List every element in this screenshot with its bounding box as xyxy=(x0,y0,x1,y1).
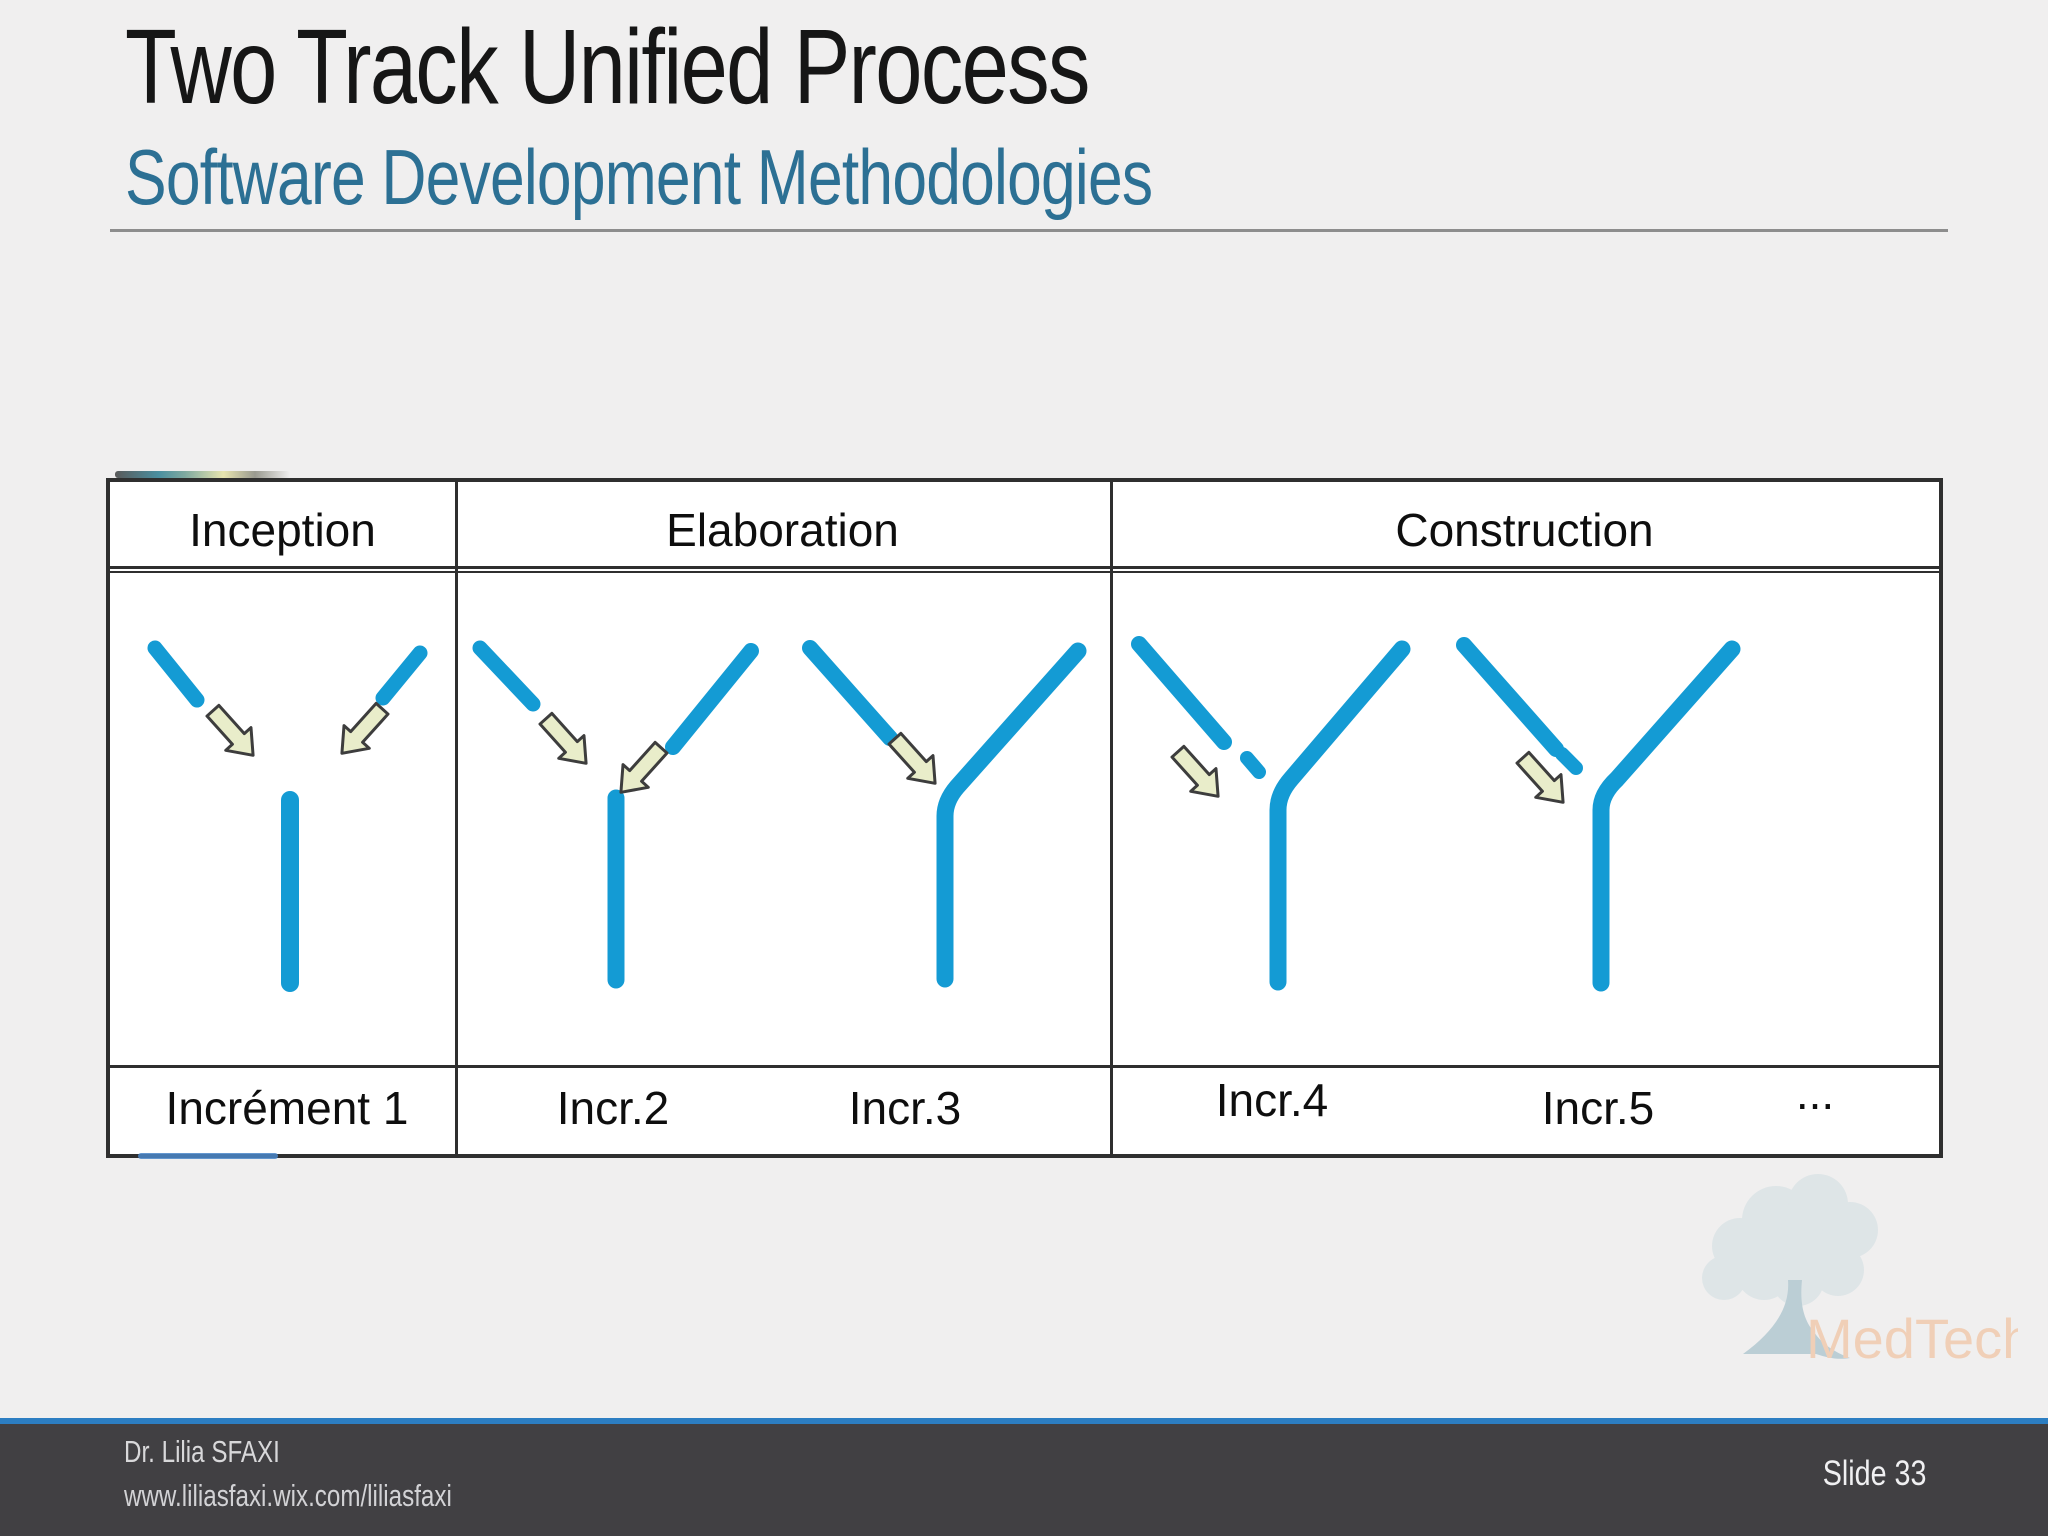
y5-left-arm xyxy=(1456,637,1564,757)
footer-author: Dr. Lilia SFAXI xyxy=(124,1434,280,1469)
y2-left-arm xyxy=(472,640,541,712)
merge-arrow-icon xyxy=(198,697,268,769)
merge-arrow-icon xyxy=(327,695,397,767)
column-border-elaboration-construction xyxy=(1110,482,1113,1154)
footer-row-border xyxy=(110,1065,1939,1068)
increment-label-3: Incr.3 xyxy=(848,1082,962,1134)
header-divider-line xyxy=(110,229,1948,232)
y2-right-arm xyxy=(665,643,759,755)
merge-arrow-icon xyxy=(531,705,601,777)
merge-arrow-icon xyxy=(1163,738,1233,810)
y3-stem-and-right-arm xyxy=(936,642,1087,988)
y1-left-arm xyxy=(147,640,205,708)
y1-right-arm xyxy=(375,645,428,706)
column-border-inception-elaboration xyxy=(455,482,458,1154)
y5-arm-sliver xyxy=(1555,747,1583,775)
slide-number: Slide 33 xyxy=(1822,1454,1926,1493)
y5-stem-and-right-arm xyxy=(1592,640,1741,992)
y3-left-arm xyxy=(802,640,898,746)
increment-label-4: Incr.4 xyxy=(1215,1074,1329,1126)
header-row-border xyxy=(110,566,1939,573)
increment-label-1: Incrément 1 xyxy=(165,1082,409,1134)
phase-header-elaboration: Elaboration xyxy=(666,504,899,556)
tree-icon xyxy=(1702,1174,1878,1306)
footer-website: www.liliasfaxi.wix.com/liliasfaxi xyxy=(124,1478,452,1513)
slide-subtitle: Software Development Methodologies xyxy=(125,133,1153,221)
y-figure-increment-1 xyxy=(147,640,428,992)
y-figure-increment-2 xyxy=(472,640,759,989)
increment-label-more: ... xyxy=(1795,1067,1835,1119)
video-artifact-bottom xyxy=(138,1153,278,1159)
phase-header-inception: Inception xyxy=(189,504,376,556)
process-table: Inception Elaboration Construction Incré… xyxy=(106,478,1943,1158)
slide-title: Two Track Unified Process xyxy=(125,8,1090,126)
tree-trunk xyxy=(1743,1280,1850,1359)
increment-label-2: Incr.2 xyxy=(556,1082,670,1134)
y4-stem-and-right-arm xyxy=(1269,640,1411,991)
video-artifact-top xyxy=(115,471,290,478)
increment-diagram xyxy=(147,636,1741,992)
logo-text: MedTech xyxy=(1806,1307,2018,1370)
y-figure-increment-4 xyxy=(1131,636,1411,991)
y4-left-arm xyxy=(1131,636,1232,750)
footer-bar: Dr. Lilia SFAXI www.liliasfaxi.wix.com/l… xyxy=(0,1418,2048,1536)
y-figure-increment-3 xyxy=(802,640,1087,988)
medtech-logo: MedTech xyxy=(1702,1174,2018,1370)
y-figure-increment-5 xyxy=(1456,637,1741,992)
y4-arm-sliver xyxy=(1240,751,1266,779)
phase-header-construction: Construction xyxy=(1395,504,1654,556)
increment-label-5: Incr.5 xyxy=(1541,1082,1655,1134)
